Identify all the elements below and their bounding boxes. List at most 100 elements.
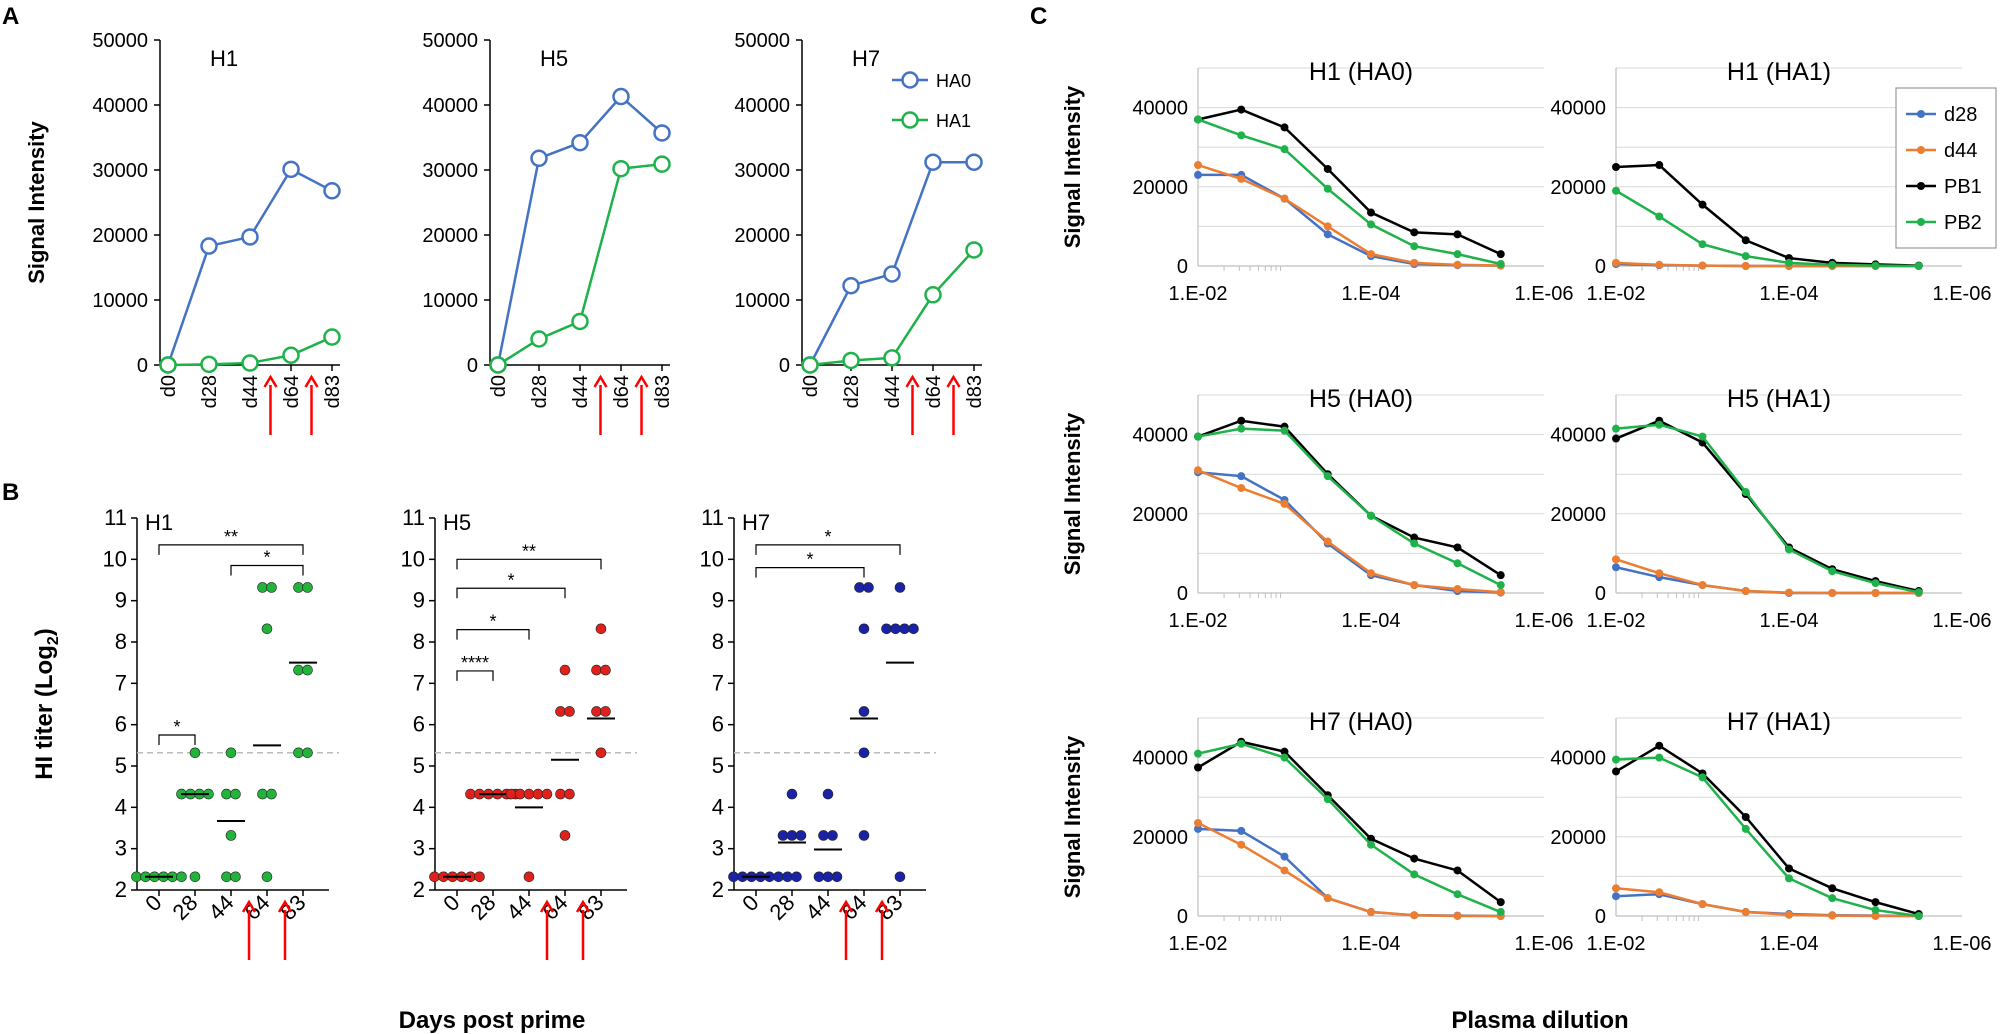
chart-c-h1-ha0-d44-point — [1410, 258, 1419, 267]
chart-c-h1-ha0-y-tick-label: 0 — [1177, 256, 1188, 278]
chart-c-h5-ha1-pb2-point — [1741, 488, 1750, 497]
chart-a-h7-x-tick-label: d83 — [964, 375, 986, 408]
chart-a-h7-y-tick-label: 0 — [779, 355, 790, 377]
chart-b-h7-boost-arrow — [838, 899, 854, 960]
chart-b-h1-point — [302, 664, 313, 676]
chart-a-h1-ha0-line — [166, 167, 333, 366]
chart-b-h5-point — [523, 871, 535, 883]
chart-c-h7-ha0-y-title: Signal Intensity — [1060, 735, 1085, 898]
chart-a-h1-boost-arrow-head — [304, 374, 319, 388]
chart-c-h5-ha0-x-tick-label: 1.E-04 — [1342, 610, 1401, 632]
chart-a-h7-boost-arrow — [946, 374, 961, 435]
chart-b-h5-point — [541, 788, 553, 800]
chart-c-h7-ha0-d28-point — [1280, 852, 1289, 861]
chart-c-h1-ha1-pb2-point — [1741, 252, 1750, 261]
chart-c-h7-ha1-d28-point — [1612, 892, 1620, 901]
chart-c-h1-ha1-y-tick-label: 0 — [1595, 256, 1606, 278]
legend-d28-marker — [1917, 110, 1925, 118]
chart-a-h5-ha1-point — [571, 312, 589, 331]
chart-c-h1-ha1-pb2-line — [1615, 189, 1919, 268]
chart-a-h7-ha1-point — [842, 351, 860, 370]
chart-b-h1-sig-label: * — [173, 717, 180, 737]
chart-c-h5-ha1-d44-line — [1615, 558, 1919, 595]
chart-b-h7-sig-label: * — [824, 527, 831, 547]
chart-a-h5-x-tick-label: d83 — [652, 375, 674, 408]
chart-c-h5-ha0-pb2-point — [1323, 472, 1332, 481]
chart-a-h1-ha0-point — [323, 182, 341, 200]
chart-c-h5-ha0-pb2-point — [1496, 581, 1505, 590]
chart-a-h7-ha0-line — [808, 160, 974, 366]
chart-a-h5-ha1-point — [489, 356, 507, 374]
chart-b-h7-point — [858, 747, 870, 759]
chart-c-h5-ha0-d44-point — [1453, 585, 1462, 594]
chart-a-h7-x-tick-label: d0 — [800, 375, 822, 397]
chart-c-h7-ha0-x-tick-label: 1.E-02 — [1169, 933, 1228, 955]
chart-a-h5-x-tick-label: d0 — [488, 375, 510, 397]
chart-a-h7: 0 10000 20000 30000 40000 50000 d0 d28 d44 d64 d83… — [734, 30, 986, 435]
chart-c-h5-ha1-d44-point — [1785, 588, 1793, 597]
chart-c-h1-ha1-pb1-point — [1612, 163, 1620, 171]
chart-c-h7-ha0-d44-point — [1237, 840, 1246, 849]
chart-b-h1-point — [257, 788, 268, 800]
chart-c-h1-ha1-pb2-point — [1871, 261, 1880, 270]
chart-c-h7-ha1-d44-point — [1871, 912, 1880, 920]
chart-a-h5-boost-arrow-head — [593, 374, 608, 388]
chart-c: 0 20000 40000 1.E-02 1.E-04 1.E-06 H1 (HA0) Sig… — [1060, 58, 1997, 955]
chart-c-h1-ha1-pb2-point — [1785, 258, 1793, 267]
chart-c-h5-ha0-title: H5 (HA0) — [1309, 385, 1413, 413]
chart-c-h5-ha0-x-tick-label: 1.E-02 — [1169, 610, 1228, 632]
chart-b-h7-point — [813, 871, 825, 883]
chart-a-h1-x-tick-label: d83 — [322, 375, 344, 408]
chart-b-h5-boost-arrow-head — [539, 899, 555, 913]
chart-b-h7-y-tick-label: 5 — [712, 753, 724, 778]
chart-c-h5-ha0-pb1-point — [1410, 533, 1419, 542]
chart-a-h1-y-tick-label: 10000 — [92, 290, 148, 312]
chart-b-h1-point — [293, 747, 304, 759]
chart-c-h5-ha1-pb2-point — [1828, 567, 1837, 576]
chart-c-h1-ha1-d44-point — [1698, 261, 1707, 270]
chart-c-h5-ha0-d44-point — [1194, 466, 1202, 475]
chart-b-h1-point — [261, 871, 273, 883]
chart-c-h5-ha1-x-tick-label: 1.E-04 — [1760, 610, 1819, 632]
chart-a-h7-title: H7 — [852, 46, 880, 71]
chart-c-h5-ha1-y-tick-label: 40000 — [1550, 425, 1606, 447]
chart-a-h5-x-tick-label: d28 — [529, 375, 551, 408]
chart-c-h5-ha1-pb2-line — [1615, 423, 1920, 594]
chart-b-h7-x-tick-label: 44 — [801, 890, 836, 925]
chart-c-h5-ha0-d44-point — [1280, 499, 1289, 508]
chart-c-h5-ha0-pb1-line — [1197, 419, 1502, 577]
legend-pb1-label: PB1 — [1944, 176, 1982, 198]
chart-a-h1-y-tick-label: 0 — [137, 355, 148, 377]
chart-c-h1-ha0-pb2-line — [1197, 118, 1502, 266]
chart-a-h1-title: H1 — [210, 46, 238, 71]
chart-c-h5-ha0-pb1-point — [1237, 416, 1246, 425]
chart-c-h7-ha0-d44-line — [1197, 821, 1501, 918]
chart-c-h7-ha1-d44-point — [1655, 888, 1664, 897]
legend-d44-marker — [1917, 146, 1925, 154]
chart-c-h7-ha0-pb1-point — [1280, 747, 1289, 756]
chart-c-h7-ha1-pb2-point — [1612, 755, 1620, 764]
chart-a-h7-ha1-point — [965, 241, 983, 259]
chart-b-h5-point — [591, 664, 602, 676]
chart-c-h5-ha1-d44-point — [1741, 587, 1750, 596]
chart-c-h5-ha0-d44-line — [1197, 469, 1501, 594]
chart-b-h1-y-tick-label: 9 — [115, 588, 127, 613]
chart-c-h1-ha1-d44-point — [1655, 260, 1664, 269]
chart-b-h7-x-tick-label: 0 — [737, 890, 763, 916]
chart-c-h1-ha0-pb1-point — [1323, 164, 1332, 173]
chart-c-h7-ha0-pb2-point — [1237, 739, 1246, 748]
chart-c-h7-ha0-pb2-point — [1194, 749, 1202, 758]
chart-b-h1-point — [221, 788, 232, 800]
chart-b-h7-sig-bracket — [755, 567, 865, 578]
chart-c-h7-ha1-pb2-point — [1655, 753, 1664, 762]
chart-c-h1-ha1-pb1-point — [1655, 161, 1664, 170]
chart-c-h1-ha0-pb2-point — [1280, 145, 1289, 154]
chart-c-h7-ha0-pb2-point — [1280, 753, 1289, 762]
chart-c-h1-ha0-pb2-point — [1323, 184, 1332, 193]
chart-b-h7-x-tick-label: 28 — [765, 890, 800, 925]
chart-c-h7-ha0-y-tick-label: 0 — [1177, 906, 1188, 928]
chart-a-h7-ha1-point — [801, 356, 819, 374]
chart-b-h5-sig-bracket — [456, 629, 530, 640]
chart-b-h1-boost-arrow-head — [277, 899, 293, 913]
